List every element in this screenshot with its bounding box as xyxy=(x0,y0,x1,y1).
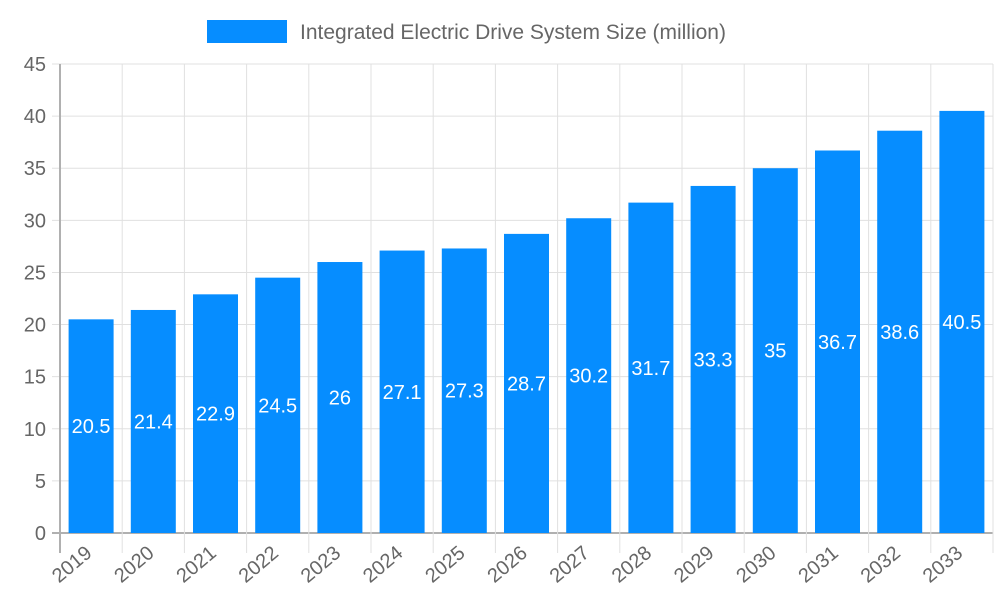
data-label: 30.2 xyxy=(569,366,608,388)
data-label: 22.9 xyxy=(196,404,235,426)
bar xyxy=(68,319,114,533)
x-tick-label: 2021 xyxy=(172,542,220,587)
y-tick-label: 20 xyxy=(24,315,46,337)
legend[interactable]: Integrated Electric Drive System Size (m… xyxy=(207,20,726,44)
x-tick-label: 2032 xyxy=(857,542,905,587)
data-label: 40.5 xyxy=(942,312,981,334)
x-tick-label: 2029 xyxy=(670,542,718,587)
x-tick-label: 2025 xyxy=(421,542,469,587)
bar xyxy=(130,309,176,533)
y-tick-label: 15 xyxy=(24,367,46,389)
x-tick-label: 2031 xyxy=(794,542,842,587)
data-label: 33.3 xyxy=(694,349,733,371)
y-tick-label: 0 xyxy=(35,523,46,545)
bar xyxy=(504,233,549,534)
y-tick-label: 10 xyxy=(24,419,46,441)
x-tick-label: 2020 xyxy=(110,542,158,587)
data-label: 31.7 xyxy=(631,358,670,380)
bar xyxy=(317,262,363,533)
legend-swatch xyxy=(207,20,287,43)
x-tick-label: 2030 xyxy=(732,542,780,587)
y-tick-label: 30 xyxy=(24,210,46,232)
y-tick-label: 25 xyxy=(24,262,46,284)
y-tick-label: 35 xyxy=(24,158,46,180)
data-label: 36.7 xyxy=(818,332,857,354)
x-tick-label: 2024 xyxy=(359,542,407,587)
data-labels: 20.5 21.4 22.9 24.5 26 27.1 27.3 28.7 30.2 31.7 33… xyxy=(72,312,982,438)
x-tick-label: 2028 xyxy=(608,542,656,587)
x-tick-label: 2019 xyxy=(48,542,96,587)
legend-label: Integrated Electric Drive System Size (m… xyxy=(300,21,726,44)
x-tick-label: 2033 xyxy=(919,542,967,587)
data-label: 21.4 xyxy=(134,411,173,433)
x-tick-label: 2022 xyxy=(235,542,283,587)
bar xyxy=(193,294,238,533)
bar xyxy=(815,150,860,533)
data-label: 20.5 xyxy=(72,416,111,438)
bar xyxy=(877,130,923,534)
bar xyxy=(441,248,487,533)
data-label: 26 xyxy=(329,388,351,410)
data-label: 35 xyxy=(764,341,786,363)
bar xyxy=(379,250,425,533)
y-tick-label: 40 xyxy=(24,106,46,128)
data-label: 27.1 xyxy=(383,382,422,404)
x-tick-label: 2027 xyxy=(546,542,594,587)
bar xyxy=(939,110,985,534)
grid xyxy=(52,63,994,553)
x-tick-label: 2023 xyxy=(297,542,345,587)
bar xyxy=(628,202,674,534)
bar xyxy=(690,185,736,533)
bars xyxy=(68,110,985,534)
y-tick-label: 5 xyxy=(35,471,46,493)
data-label: 28.7 xyxy=(507,373,546,395)
y-tick-label: 45 xyxy=(24,54,46,76)
bar xyxy=(255,277,301,533)
data-label: 24.5 xyxy=(258,395,297,417)
data-label: 38.6 xyxy=(880,322,919,344)
bar xyxy=(752,168,798,533)
x-tick-label: 2026 xyxy=(483,542,531,587)
bar xyxy=(566,218,612,533)
data-label: 27.3 xyxy=(445,381,484,403)
